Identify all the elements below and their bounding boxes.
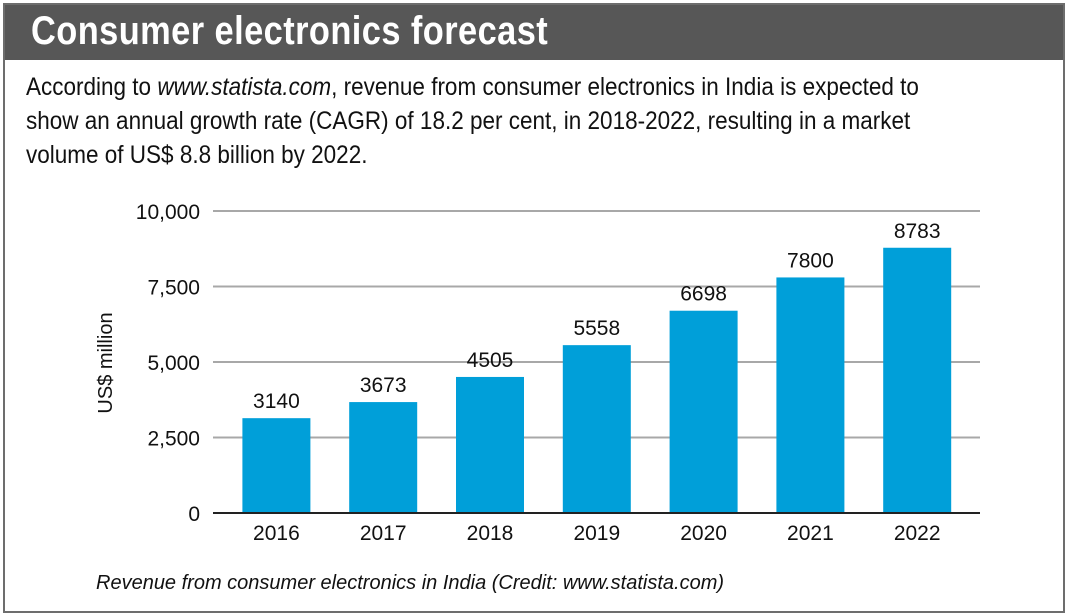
intro-text: According to www.statista.com, revenue f… — [26, 70, 962, 172]
data-label: 8783 — [894, 220, 941, 243]
bar-2020 — [669, 310, 738, 513]
data-label: 3140 — [253, 390, 300, 413]
data-label: 6698 — [680, 283, 727, 306]
bar-2021 — [776, 277, 845, 513]
intro-before: According to — [26, 73, 158, 101]
x-tick-label: 2016 — [253, 522, 300, 545]
y-tick-label: 10,000 — [136, 201, 200, 224]
y-tick-label: 5,000 — [147, 352, 200, 375]
infographic-frame: Consumer electronics forecast — [3, 3, 1065, 613]
y-axis-label: US$ million — [95, 312, 117, 413]
page-title: Consumer electronics forecast — [31, 9, 549, 53]
source-link-text: www.statista.com — [157, 73, 332, 101]
bar-2017 — [349, 402, 418, 513]
data-label: 5558 — [573, 317, 620, 340]
chart-caption: Revenue from consumer electronics in Ind… — [96, 572, 725, 594]
x-tick-label: 2019 — [573, 522, 620, 545]
y-tick-label: 0 — [188, 503, 200, 526]
x-tick-label: 2021 — [787, 522, 834, 545]
x-tick-label: 2018 — [467, 522, 514, 545]
x-tick-label: 2017 — [360, 522, 407, 545]
x-tick-label: 2020 — [680, 522, 727, 545]
bar-2018 — [456, 376, 524, 513]
y-tick-label: 7,500 — [147, 277, 200, 300]
bar-2019 — [562, 345, 631, 513]
data-label: 7800 — [787, 249, 834, 272]
bar-2022 — [883, 247, 952, 513]
data-label: 3673 — [360, 374, 407, 397]
data-label: 4505 — [467, 349, 514, 372]
y-tick-label: 2,500 — [147, 428, 200, 451]
x-tick-label: 2022 — [894, 522, 941, 545]
header-bar: Consumer electronics forecast — [5, 5, 1063, 60]
bar-2016 — [242, 418, 311, 513]
intro-after: , revenue from consumer electronics in I… — [26, 73, 919, 169]
